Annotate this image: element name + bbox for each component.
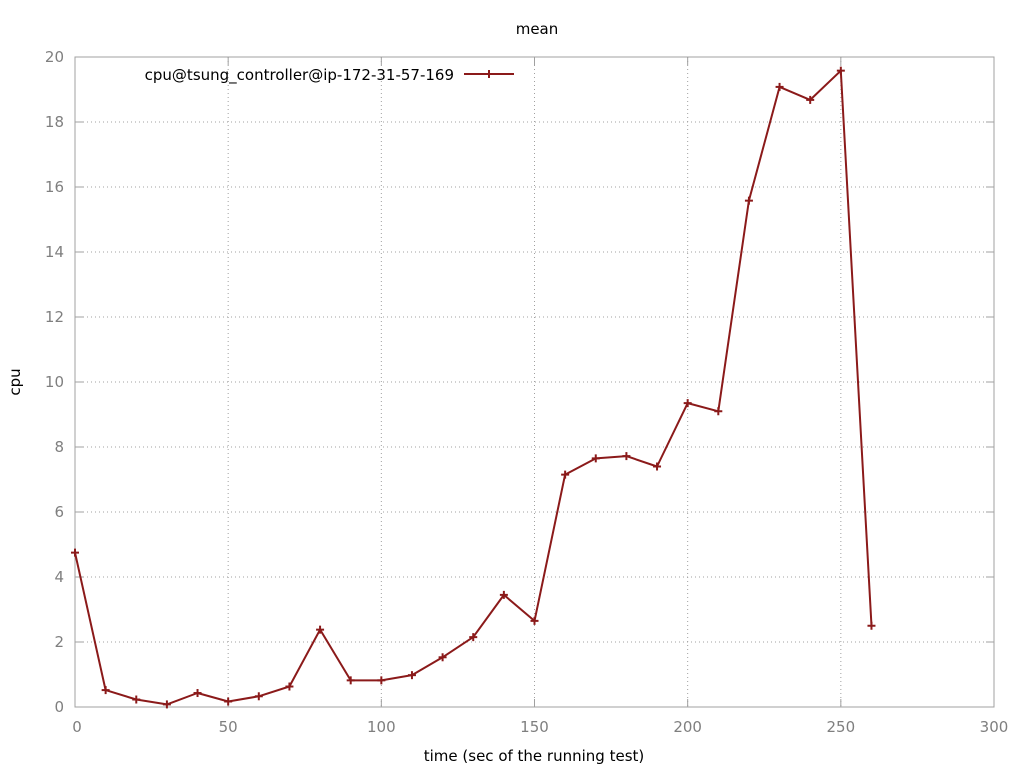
data-point-marker [346, 676, 355, 685]
y-tick-label: 4 [54, 568, 64, 586]
y-tick-label: 12 [45, 308, 64, 326]
x-tick-label: 300 [980, 718, 1009, 736]
y-axis-label: cpu [6, 368, 24, 395]
data-point-marker [561, 470, 570, 479]
x-tick-label: 50 [219, 718, 238, 736]
x-tick-label: 200 [673, 718, 702, 736]
series-layer [71, 66, 876, 709]
data-point-marker [101, 686, 110, 695]
data-point-marker [438, 653, 447, 662]
legend-label: cpu@tsung_controller@ip-172-31-57-169 [145, 66, 454, 85]
x-tick-label: 100 [367, 718, 396, 736]
data-point-marker [162, 700, 171, 709]
x-axis-label: time (sec of the running test) [424, 747, 645, 765]
data-point-marker [193, 689, 202, 698]
y-tick-label: 16 [45, 178, 64, 196]
grid-lines [75, 57, 994, 707]
series-line [74, 69, 873, 706]
y-tick-label: 0 [54, 698, 64, 716]
data-point-marker [775, 82, 784, 91]
y-axis-ticks: 0 2 4 6 8 10 12 14 16 18 20 [45, 48, 994, 716]
y-tick-label: 6 [54, 503, 64, 521]
data-point-marker [132, 695, 141, 704]
y-tick-label: 18 [45, 113, 64, 131]
data-point-marker [254, 692, 263, 701]
data-point-marker [744, 196, 753, 205]
data-point-marker [499, 590, 508, 599]
legend: cpu@tsung_controller@ip-172-31-57-169 [145, 66, 514, 85]
data-point-marker [285, 682, 294, 691]
data-point-marker [867, 621, 876, 630]
data-point-marker [653, 462, 662, 471]
y-tick-label: 2 [54, 633, 64, 651]
x-tick-label: 0 [72, 718, 82, 736]
data-point-marker [836, 66, 845, 75]
y-tick-label: 10 [45, 373, 64, 391]
x-tick-label: 150 [520, 718, 549, 736]
data-point-marker [530, 616, 539, 625]
chart-title: mean [516, 20, 559, 38]
y-tick-label: 14 [45, 243, 64, 261]
data-point-marker [714, 407, 723, 416]
data-point-marker [224, 697, 233, 706]
y-tick-label: 8 [54, 438, 64, 456]
data-point-marker [316, 625, 325, 634]
data-point-marker [622, 452, 631, 461]
data-point-marker [407, 671, 416, 680]
data-point-marker [683, 399, 692, 408]
legend-marker [485, 70, 493, 78]
data-point-marker [806, 95, 815, 104]
y-tick-label: 20 [45, 48, 64, 66]
data-point-marker [71, 548, 79, 557]
x-axis-ticks: 0 50 100 150 200 250 300 [72, 57, 1008, 736]
data-point-marker [485, 70, 493, 78]
x-tick-label: 250 [827, 718, 856, 736]
data-point-marker [377, 676, 386, 685]
data-point-marker [469, 633, 478, 642]
data-point-marker [591, 454, 600, 463]
